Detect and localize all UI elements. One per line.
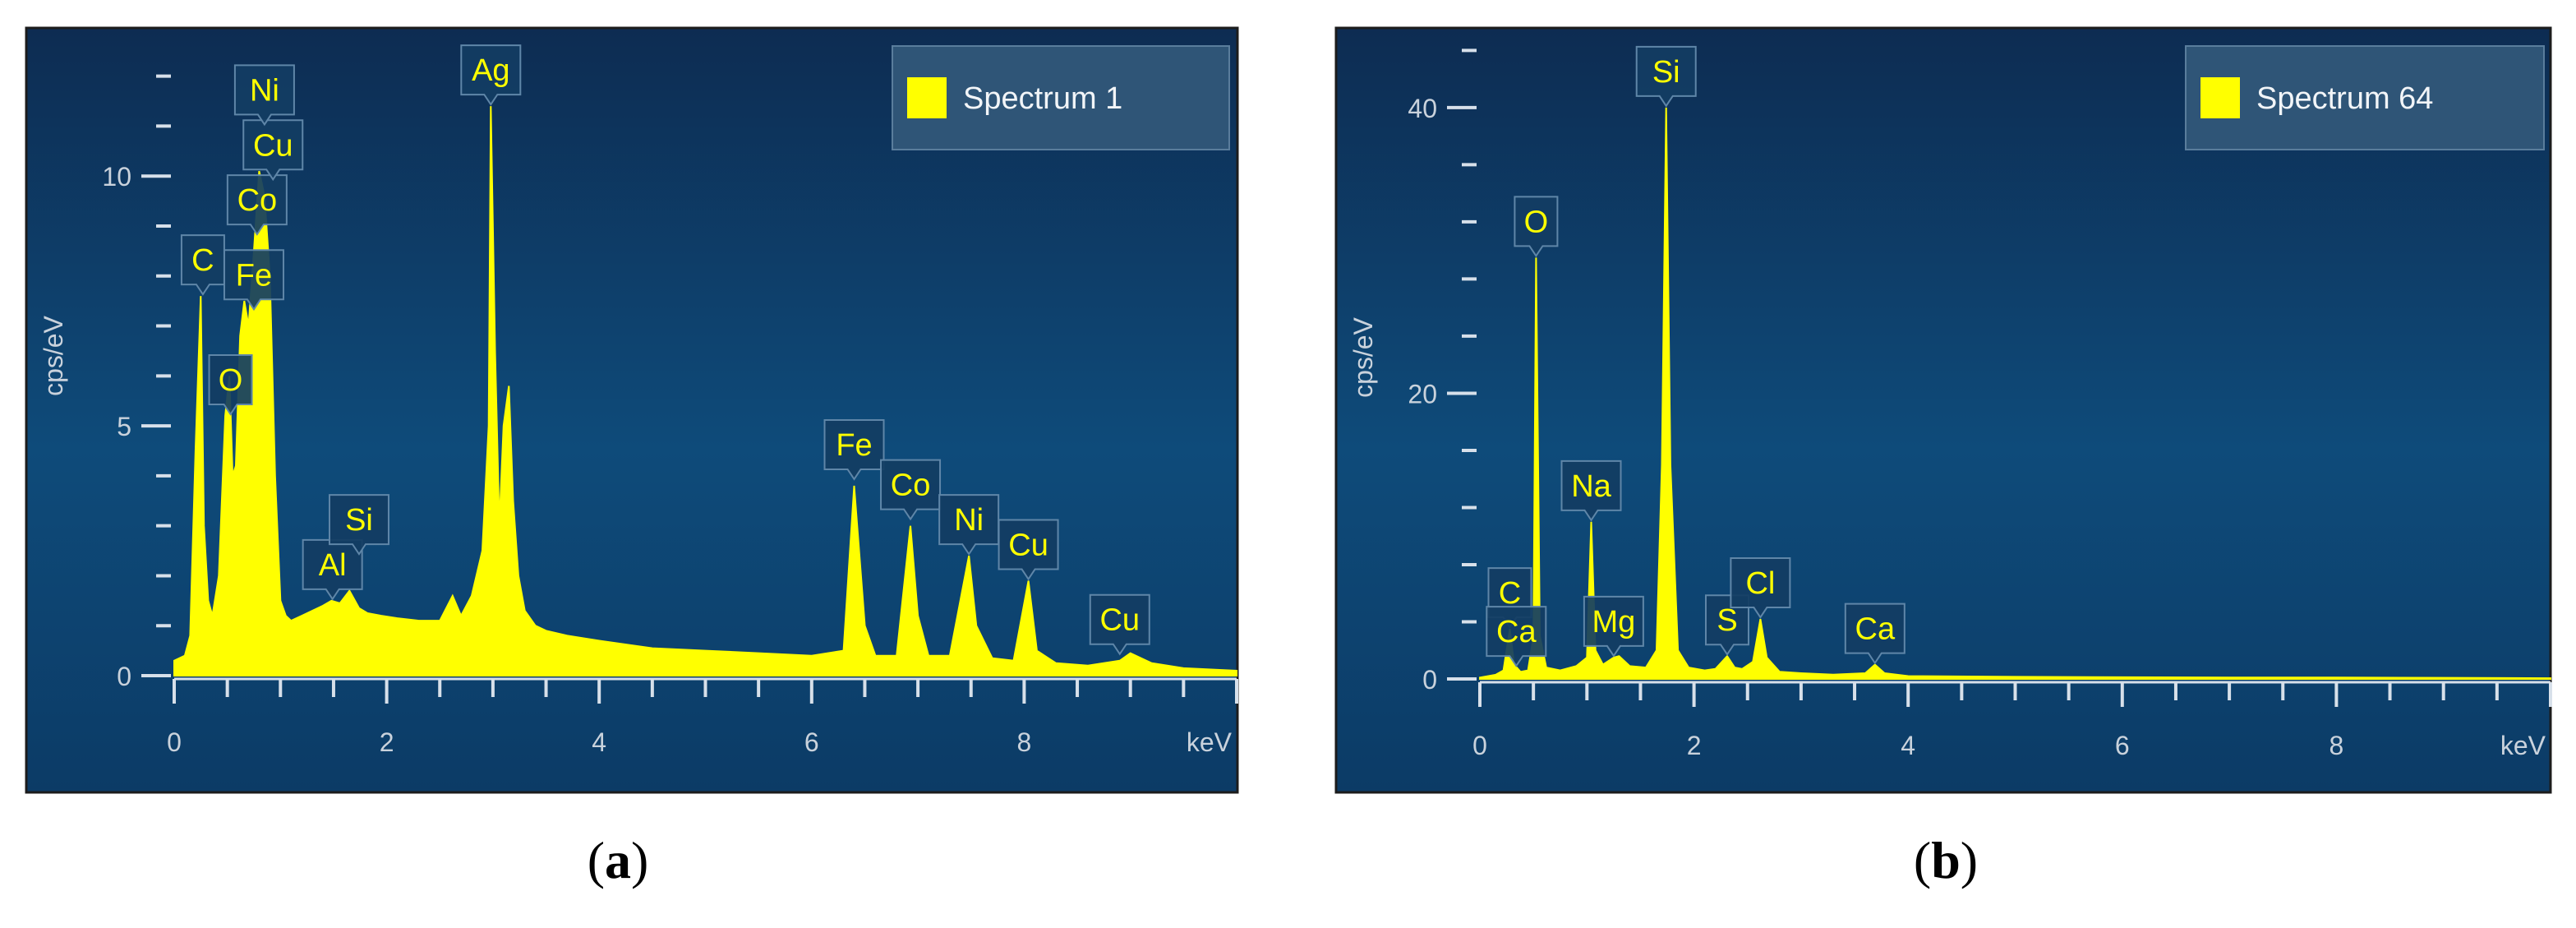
peak-label-box xyxy=(1560,459,1622,522)
legend-swatch xyxy=(2200,77,2240,118)
peak-label-box xyxy=(938,494,1000,556)
x-tick-label: 4 xyxy=(592,727,606,757)
spectrum-panel-b: 0 2 4 6 8 keV 0 20 40 cps/eV Spectrum 64 C Ca O Na Mg Si… xyxy=(1334,26,2552,794)
peak-label-box xyxy=(1730,557,1791,619)
y-axis-label: cps/eV xyxy=(39,315,68,395)
peak-label-box xyxy=(226,174,288,236)
y-tick-label: 0 xyxy=(1422,665,1437,695)
peak-label: Cl xyxy=(1730,557,1791,619)
peak-label: O xyxy=(1514,196,1559,258)
peak-label-box xyxy=(1514,196,1559,258)
peak-label: Na xyxy=(1560,459,1622,522)
peak-label-text: Co xyxy=(237,183,278,218)
peak-label: Cu xyxy=(998,519,1059,581)
peak-label-text: Cl xyxy=(1745,566,1775,601)
peak-label: Ca xyxy=(1844,603,1906,665)
peak-label-box xyxy=(233,64,295,127)
x-tick-label: 0 xyxy=(167,727,182,757)
peak-label: Cu xyxy=(242,119,304,182)
y-tick-label: 40 xyxy=(1408,94,1437,123)
peak-label: Si xyxy=(1635,45,1697,108)
caption-b: (b) xyxy=(1913,831,1979,889)
peak-label-text: Si xyxy=(1652,55,1680,90)
y-tick-label: 10 xyxy=(102,162,131,192)
x-unit-label: keV xyxy=(1187,727,1233,757)
peak-label-box xyxy=(223,249,284,312)
peak-label: Si xyxy=(328,494,389,556)
y-axis-label: cps/eV xyxy=(1348,316,1378,397)
peak-label-text: C xyxy=(191,243,214,278)
peak-label-text: Ni xyxy=(954,503,984,538)
peak-label-text: Co xyxy=(891,469,931,503)
spectrum-area xyxy=(1479,107,2551,680)
peak-label-box xyxy=(823,418,885,481)
x-tick-label: 2 xyxy=(1687,731,1702,760)
legend-box xyxy=(892,45,1230,150)
peak-label-box xyxy=(998,519,1059,581)
x-tick-label: 8 xyxy=(2329,731,2344,760)
peak-label-box xyxy=(880,459,942,521)
peak-label-text: Ni xyxy=(250,73,279,108)
peak-label-text: O xyxy=(1524,205,1549,239)
peak-label-box xyxy=(180,234,225,296)
peak-label: Ni xyxy=(233,64,295,127)
peak-label-box xyxy=(1844,603,1906,665)
peak-label-box xyxy=(1089,593,1150,656)
peak-label: Cu xyxy=(1089,593,1150,656)
legend-box xyxy=(2185,45,2545,150)
peak-label: Ni xyxy=(938,494,1000,556)
x-tick-label: 4 xyxy=(1901,731,1915,760)
peak-label: Fe xyxy=(223,249,284,312)
y-tick-label: 5 xyxy=(117,412,131,441)
x-tick-label: 0 xyxy=(1472,731,1487,760)
legend-swatch xyxy=(907,77,947,118)
peak-label-text: S xyxy=(1717,603,1737,638)
peak-label-text: Cu xyxy=(1099,603,1140,638)
peak-label-text: Mg xyxy=(1592,605,1635,639)
legend-label: Spectrum 1 xyxy=(963,81,1122,116)
peak-label: C xyxy=(180,234,225,296)
peak-label-box xyxy=(242,119,304,182)
peak-label-box xyxy=(1583,595,1644,658)
peak-label-box xyxy=(460,44,522,106)
peak-label-text: C xyxy=(1499,576,1521,611)
peak-label-text: Fe xyxy=(236,258,272,293)
legend-label: Spectrum 64 xyxy=(2256,81,2433,116)
y-tick-label: 0 xyxy=(117,662,131,691)
peak-label-text: Cu xyxy=(253,128,293,163)
peak-label: Co xyxy=(880,459,942,521)
peak-label: Ca xyxy=(1486,606,1547,667)
peak-label-box xyxy=(208,353,253,416)
x-tick-label: 8 xyxy=(1017,727,1032,757)
peak-label-box xyxy=(328,494,389,556)
x-unit-label: keV xyxy=(2500,731,2546,760)
peak-label: O xyxy=(208,353,253,416)
peak-label: Co xyxy=(226,174,288,236)
peak-label-text: Ag xyxy=(472,53,509,88)
peak-label-text: Fe xyxy=(836,428,872,463)
caption-a: (a) xyxy=(587,831,649,889)
y-tick-label: 20 xyxy=(1408,379,1437,409)
peak-label-text: Cu xyxy=(1008,529,1048,563)
x-tick-label: 6 xyxy=(804,727,819,757)
peak-label-text: Al xyxy=(319,548,347,583)
peak-label: Al xyxy=(302,538,363,601)
peak-label: Mg xyxy=(1583,595,1644,658)
peak-label-text: Si xyxy=(345,503,373,538)
peak-label-text: O xyxy=(219,363,243,398)
spectrum-panel-a: 0 2 4 6 8 keV 0 5 10 cps/eV Spectrum 1 C O Fe Co Cu Ni Al… xyxy=(25,26,1239,794)
peak-label-box xyxy=(1635,45,1697,108)
peak-label: S xyxy=(1704,594,1749,656)
x-tick-label: 6 xyxy=(2115,731,2130,760)
peak-label-text: Ca xyxy=(1496,615,1537,649)
peak-label: Fe xyxy=(823,418,885,481)
peak-label-text: Ca xyxy=(1855,612,1896,647)
peak-label: Ag xyxy=(460,44,522,106)
peak-label-box xyxy=(1486,606,1547,667)
x-tick-label: 2 xyxy=(380,727,394,757)
peak-label-text: Na xyxy=(1571,469,1611,504)
